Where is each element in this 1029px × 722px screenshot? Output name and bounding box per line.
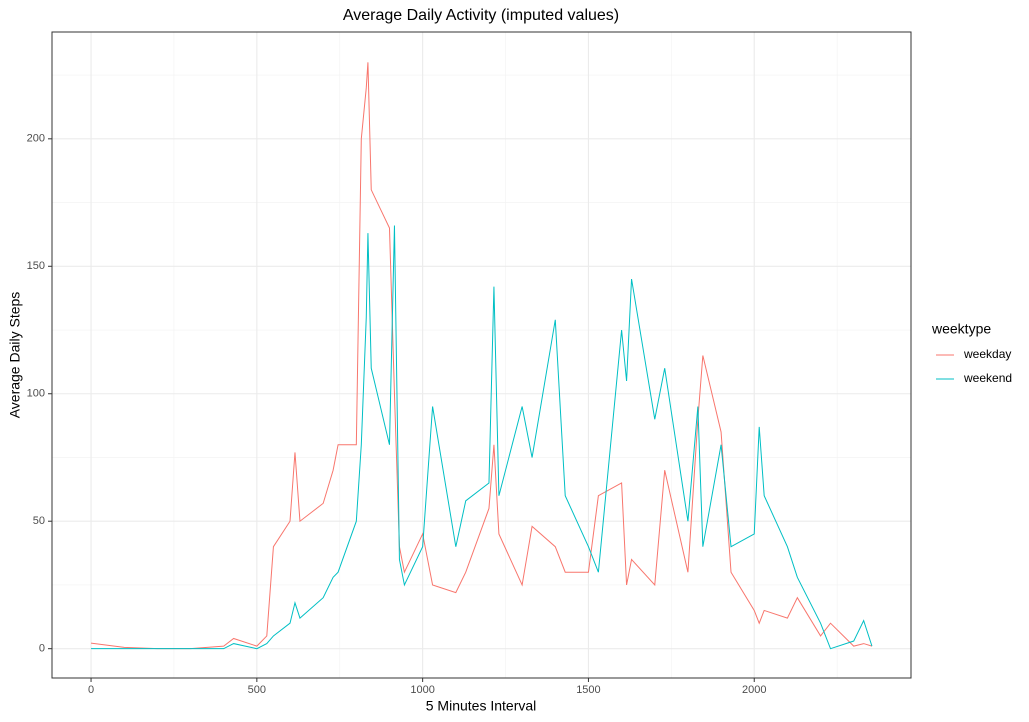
legend-label: weekend [963, 371, 1012, 385]
y-tick-label: 200 [27, 133, 45, 145]
panel [52, 32, 911, 678]
legend: weekday weekend [936, 347, 1012, 385]
x-tick-label: 500 [248, 684, 266, 696]
panel-border [51, 31, 912, 679]
x-tick-label: 2000 [742, 684, 766, 696]
lines [90, 62, 873, 650]
y-tick-label: 150 [27, 260, 45, 272]
x-axis-title: 5 Minutes Interval [426, 698, 537, 714]
y-tick-label: 50 [33, 515, 45, 527]
y-axis-title: Average Daily Steps [7, 292, 23, 419]
x-tick-label: 0 [88, 684, 94, 696]
series-line [91, 225, 873, 650]
legend-label: weekday [963, 347, 1011, 361]
x-tick-label: 1500 [576, 684, 600, 696]
series-line [90, 62, 873, 650]
x-tick-label: 1000 [410, 684, 434, 696]
y-tick-label: 0 [39, 643, 45, 655]
chart-title: Average Daily Activity (imputed values) [343, 7, 619, 24]
legend-title: weektype [931, 321, 991, 337]
y-tick-label: 100 [27, 388, 45, 400]
